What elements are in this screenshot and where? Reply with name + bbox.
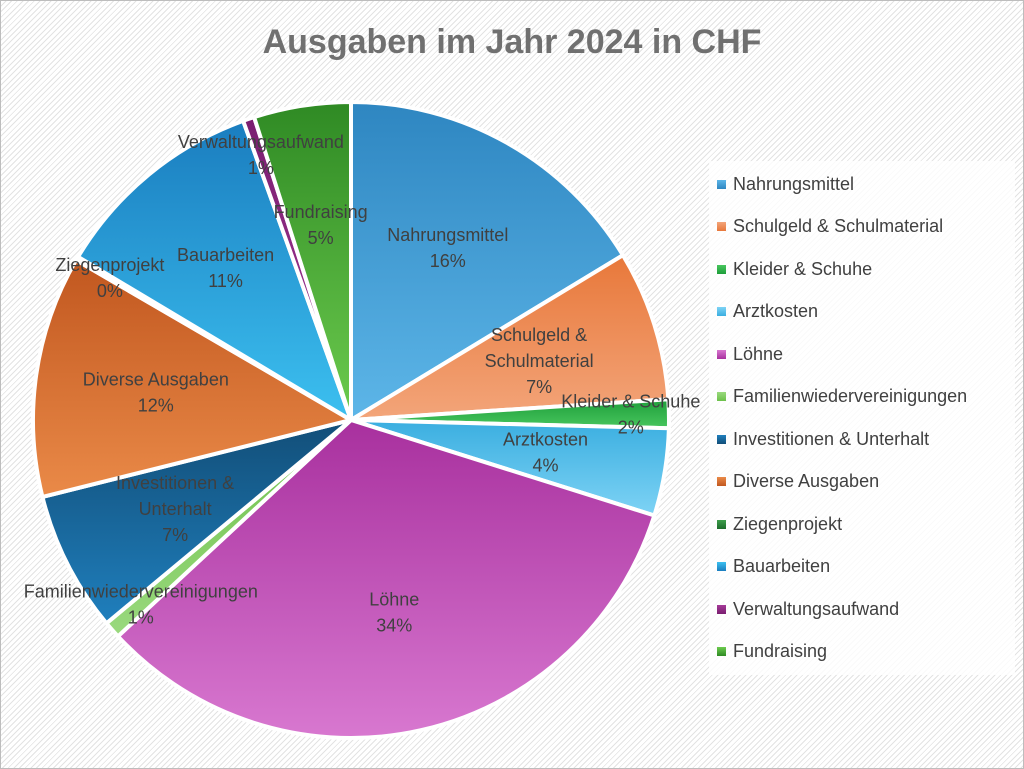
- pie-slice-investitionen-and-unterhalt: [40, 418, 353, 626]
- data-label-arztkosten: Arztkosten 4%: [503, 430, 588, 476]
- legend-item-diverse-ausgaben: Diverse Ausgaben: [717, 469, 879, 495]
- data-label-nahrungsmittel: Nahrungsmittel 16%: [387, 225, 508, 271]
- legend-label: Verwaltungsaufwand: [733, 598, 900, 619]
- chart-title: Ausgaben im Jahr 2024 in CHF: [262, 23, 762, 61]
- legend-swatch: [717, 519, 726, 529]
- data-label-loehne: Löhne 34%: [369, 589, 419, 635]
- data-label-familienwiedervereinigungen: Familienwiedervereinigungen 1%: [24, 582, 258, 628]
- legend-swatch: [717, 647, 726, 656]
- data-label-ziegenprojekt: Ziegenprojekt 0%: [55, 255, 164, 301]
- legend-swatch: [717, 392, 726, 401]
- data-label-investitionen-and-unterhalt: Investitionen & Unterhalt 7%: [116, 473, 234, 545]
- legend-swatch: [717, 349, 726, 359]
- legend-item-familienwiedervereinigungen: Familienwiedervereinigungen: [717, 384, 967, 410]
- data-label-verwaltungsaufwand: Verwaltungsaufwand 1%: [178, 132, 344, 178]
- data-label-bauarbeiten: Bauarbeiten 11%: [177, 245, 274, 291]
- pie-slice-diverse-ausgaben: [31, 258, 353, 499]
- pie-slice-bauarbeiten: [76, 118, 353, 422]
- data-label-kleider-and-schuhe: Kleider & Schuhe 2%: [561, 392, 700, 438]
- legend-label: Ziegenprojekt: [733, 513, 843, 534]
- legend-label: Kleider & Schuhe: [733, 258, 873, 279]
- legend-swatch: [717, 222, 726, 231]
- pie-slice-fundraising: [252, 100, 353, 422]
- legend-item-fundraising: Fundraising: [717, 639, 827, 665]
- legend-item-nahrungsmittel: Nahrungsmittel: [717, 171, 854, 197]
- legend-swatch: [717, 264, 726, 274]
- pie-slice-schulgeld-and-schulmaterial: [349, 253, 671, 422]
- legend-item-loehne: Löhne: [717, 341, 783, 367]
- data-label-schulgeld-and-schulmaterial: Schulgeld & Schulmaterial 7%: [485, 325, 594, 397]
- legend-label: Diverse Ausgaben: [733, 471, 880, 491]
- legend-label: Investitionen & Unterhalt: [733, 428, 930, 449]
- legend-label: Löhne: [733, 343, 784, 364]
- legend-item-arztkosten: Arztkosten: [717, 299, 818, 325]
- legend-item-investitionen-and-unterhalt: Investitionen & Unterhalt: [717, 426, 929, 452]
- legend-swatch: [717, 307, 726, 316]
- pie-slice-loehne: [115, 418, 657, 740]
- legend-label: Familienwiedervereinigungen: [733, 386, 968, 406]
- legend-swatch: [717, 562, 726, 571]
- legend-item-verwaltungsaufwand: Verwaltungsaufwand: [717, 596, 899, 622]
- data-label-fundraising: Fundraising 5%: [274, 202, 368, 248]
- legend-item-ziegenprojekt: Ziegenprojekt: [717, 511, 842, 537]
- legend-item-kleider-and-schuhe: Kleider & Schuhe: [717, 256, 872, 282]
- legend-label: Nahrungsmittel: [733, 173, 855, 194]
- legend-label: Fundraising: [733, 641, 828, 661]
- legend-item-schulgeld-and-schulmaterial: Schulgeld & Schulmaterial: [717, 214, 943, 240]
- legend: Nahrungsmittel Schulgeld & Schulmaterial K…: [709, 161, 1015, 675]
- pie-data-labels: Nahrungsmittel 16% Schulgeld & Schulmateria…: [24, 132, 701, 635]
- pie-slice-nahrungsmittel: [349, 100, 625, 422]
- legend-label: Schulgeld & Schulmaterial: [733, 216, 944, 236]
- legend-label: Arztkosten: [733, 301, 819, 321]
- legend-swatch: [717, 604, 726, 614]
- legend-item-bauarbeiten: Bauarbeiten: [717, 554, 830, 580]
- legend-swatch: [717, 434, 726, 444]
- legend-swatch: [717, 477, 726, 486]
- legend-swatch: [717, 179, 726, 189]
- legend-label: Bauarbeiten: [733, 556, 831, 576]
- pie-slices: [31, 100, 671, 740]
- data-label-diverse-ausgaben: Diverse Ausgaben 12%: [83, 369, 229, 415]
